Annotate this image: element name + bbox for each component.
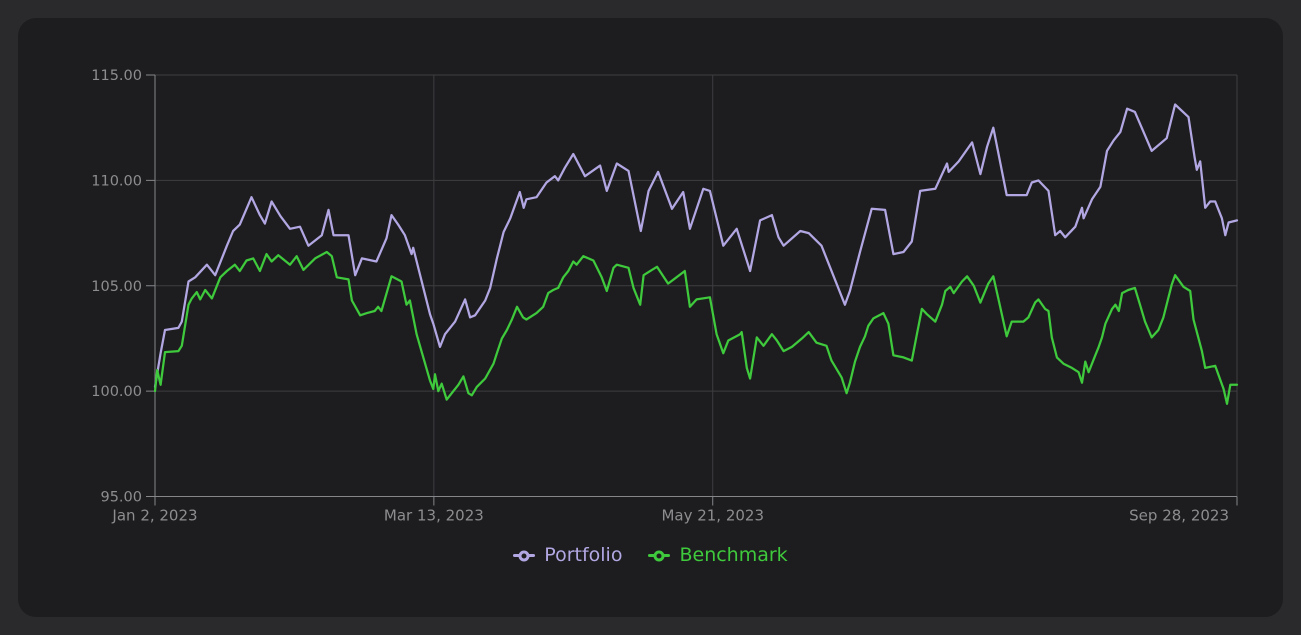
chart-legend: Portfolio Benchmark [18,546,1283,565]
legend-label: Benchmark [679,544,788,566]
legend-label: Portfolio [544,544,623,566]
portfolio-line [153,103,1239,389]
legend-item-portfolio[interactable]: Portfolio [513,546,622,565]
y-tick-label: 95.00 [100,490,142,506]
benchmark-line [153,250,1239,405]
x-tick-label: Mar 13, 2023 [384,507,484,525]
chart-panel [18,18,1283,617]
y-tick-label: 105.00 [91,279,142,295]
legend-line-dot-icon [513,550,536,561]
y-tick-label: 100.00 [91,384,142,400]
x-tick-label: May 21, 2023 [661,507,764,525]
x-tick-label: Jan 2, 2023 [111,507,197,525]
x-tick-label: Sep 28, 2023 [1129,507,1229,525]
legend-ring-icon [653,550,665,561]
legend-ring-icon [518,550,530,561]
y-tick-label: 110.00 [91,173,142,189]
y-tick-label: 115.00 [91,68,142,84]
legend-line-dot-icon [648,550,671,561]
legend-item-benchmark[interactable]: Benchmark [648,544,788,566]
